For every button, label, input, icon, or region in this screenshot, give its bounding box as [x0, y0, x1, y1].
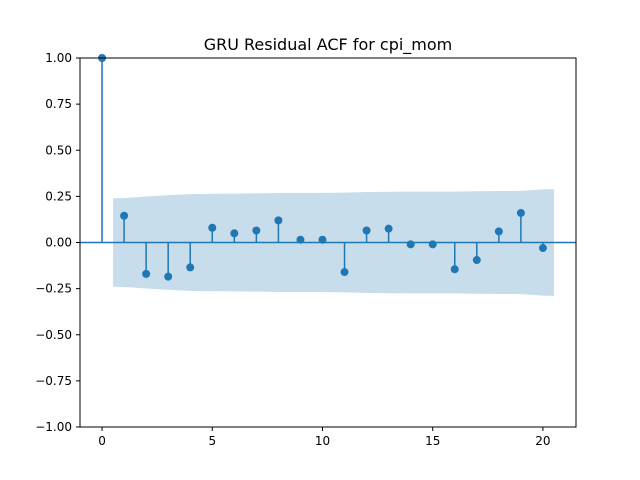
acf-point-lag-17	[472, 256, 481, 265]
acf-point-lag-18	[494, 227, 503, 236]
acf-point-lag-19	[516, 208, 525, 217]
acf-point-lag-14	[406, 240, 415, 249]
acf-point-lag-9	[296, 235, 305, 244]
acf-point-lag-2	[142, 269, 151, 278]
acf-point-lag-4	[186, 263, 195, 272]
acf-point-lag-15	[428, 240, 437, 249]
y-tick-label: 0.50	[45, 143, 72, 157]
y-tick-label: −1.00	[35, 420, 72, 434]
x-tick-label: 0	[98, 434, 106, 448]
acf-point-lag-10	[318, 235, 327, 244]
acf-point-lag-1	[120, 211, 129, 220]
y-tick-label: 1.00	[45, 51, 72, 65]
acf-point-lag-8	[274, 216, 283, 225]
x-tick-label: 20	[535, 434, 550, 448]
y-tick-label: 0.25	[45, 189, 72, 203]
acf-point-lag-16	[450, 265, 459, 274]
acf-point-lag-7	[252, 226, 261, 235]
y-tick-label: −0.25	[35, 282, 72, 296]
acf-point-lag-20	[538, 244, 547, 253]
plot-frame	[79, 57, 577, 428]
y-tick-label: −0.75	[35, 374, 72, 388]
acf-point-lag-12	[362, 226, 371, 235]
x-tick-label: 5	[208, 434, 216, 448]
acf-point-lag-13	[384, 224, 393, 233]
chart-title: GRU Residual ACF for cpi_mom	[204, 35, 453, 55]
acf-point-lag-5	[208, 223, 217, 232]
plot-area	[80, 54, 576, 296]
x-tick-label: 10	[315, 434, 330, 448]
x-axis: 0 5 10 15 20	[98, 427, 551, 448]
x-tick-label: 15	[425, 434, 440, 448]
acf-point-lag-6	[230, 229, 239, 238]
y-axis: 1.00 0.75 0.50 0.25 0.00 −0.25 −0.50 −0.75 −1.00	[35, 51, 80, 434]
acf-point-lag-11	[340, 268, 349, 277]
acf-point-lag-3	[164, 272, 173, 281]
y-tick-label: −0.50	[35, 328, 72, 342]
y-tick-label: 0.00	[45, 236, 72, 250]
y-tick-label: 0.75	[45, 97, 72, 111]
